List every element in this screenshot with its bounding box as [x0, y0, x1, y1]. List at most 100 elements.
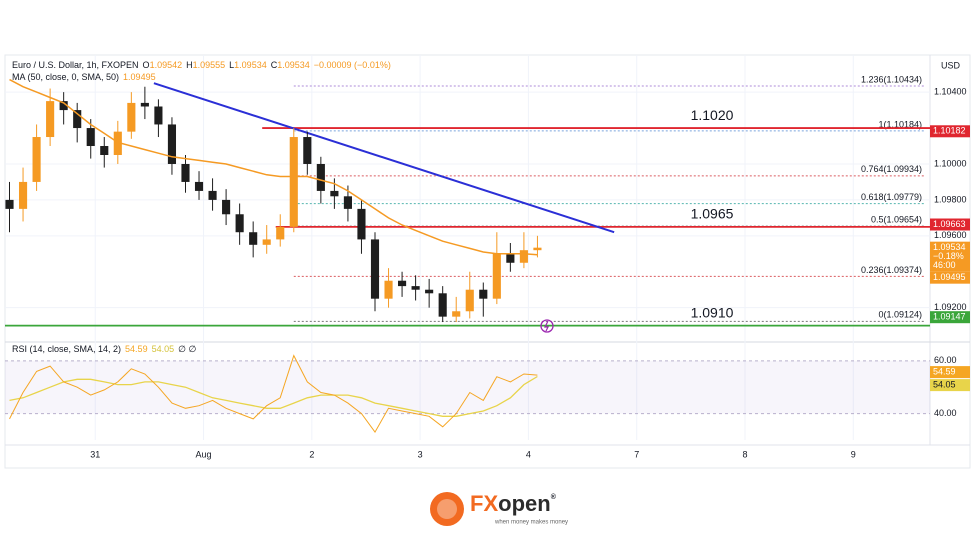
price-tag-box: [930, 125, 970, 138]
candle-body: [343, 196, 352, 209]
ohlc-value: 1.09534: [234, 60, 267, 70]
candle-body: [479, 289, 488, 299]
candle-body: [140, 102, 149, 107]
candle-body: [330, 190, 339, 197]
rsi-tag-box: [930, 366, 970, 379]
y-tick-label: 1.09200: [934, 302, 967, 312]
rsi-tag: 54.59: [933, 366, 956, 376]
candle-body: [235, 214, 244, 233]
y-tick-label: 1.10000: [934, 158, 967, 168]
x-tick-label: 31: [90, 449, 100, 459]
y-tick-label: 1.10400: [934, 87, 967, 97]
logo-emblem: [430, 492, 464, 526]
candle-body: [492, 253, 501, 299]
level-label: 1.0910: [691, 304, 734, 320]
current-price: 1.09534: [933, 242, 966, 252]
price-tag: 1.10182: [933, 126, 966, 136]
fib-label: 0.764(1.09934): [861, 164, 922, 174]
logo-wordmark: FXopen®: [470, 491, 557, 516]
candle-body: [411, 286, 420, 290]
x-tick-label: 3: [418, 449, 423, 459]
candle-body: [127, 102, 136, 132]
alert-icon: [540, 319, 554, 333]
candle-body: [303, 137, 312, 164]
candle-body: [276, 226, 285, 240]
symbol-title: Euro / U.S. Dollar, 1h, FXOPEN: [12, 60, 139, 70]
ohlc-value: 1.09555: [193, 60, 226, 70]
candle-body: [519, 250, 528, 263]
logo-open: open: [498, 491, 551, 516]
header: Euro / U.S. Dollar, 1h, FXOPEN O1.09542 H1…: [12, 60, 391, 70]
ma-line: [9, 78, 538, 256]
rsi-label: RSI (14, close, SMA, 14, 2): [12, 344, 121, 354]
currency: USD: [941, 60, 961, 70]
ma-legend: MA (50, close, 0, SMA, 50) 1.09495: [12, 72, 156, 82]
current-price-extra: −0.18%: [933, 251, 964, 261]
candle-body: [452, 311, 461, 317]
ohlc-value: 1.09542: [150, 60, 183, 70]
current-price-extra: 46:00: [933, 260, 956, 270]
y-tick-label: 1.09800: [934, 194, 967, 204]
candle-body: [425, 289, 434, 294]
candle-body: [86, 128, 95, 147]
rsi-ma-line: [9, 375, 538, 417]
fib-label: 1.236(1.10434): [861, 74, 922, 84]
candle-body: [506, 253, 515, 263]
price-tag-box: [930, 218, 970, 231]
x-tick-label: 7: [634, 449, 639, 459]
candle-body: [533, 247, 542, 251]
plot: 31 Aug 2 3 4 7 8 91.104001.100001.098001.096001…: [5, 55, 970, 459]
level-label: 1.1020: [691, 107, 734, 123]
candle-body: [59, 101, 68, 111]
fib-label: 0(1.09124): [878, 310, 922, 320]
trendline: [153, 82, 615, 234]
change: −0.00009 (−0.01%): [314, 60, 391, 70]
x-tick-label: 9: [851, 449, 856, 459]
current-price-box: [930, 241, 970, 272]
candle-body: [316, 163, 325, 191]
candle-body: [181, 163, 190, 182]
logo-registered: ®: [551, 493, 557, 501]
fib-label: 0.5(1.09654): [871, 214, 922, 224]
candle-body: [100, 146, 109, 155]
logo: FXopen® when money makes money: [430, 491, 568, 526]
candle-body: [46, 101, 55, 138]
logo-tagline: when money makes money: [494, 520, 568, 526]
rsi-line: [9, 354, 538, 434]
candle-body: [222, 199, 231, 215]
y-tick-label: 1.09600: [934, 230, 967, 240]
rsi-tick-label: 60.00: [934, 355, 957, 365]
price-tag: 1.09147: [933, 312, 966, 322]
level-label: 1.0965: [691, 206, 734, 222]
candle-body: [154, 106, 163, 125]
ma-tag-box: [930, 271, 970, 284]
ma-tag: 1.09495: [933, 272, 966, 282]
x-tick-label: 8: [742, 449, 747, 459]
candle-body: [73, 110, 82, 129]
candle-body: [384, 280, 393, 299]
candle-body: [249, 232, 258, 245]
x-tick-label: Aug: [196, 449, 212, 459]
candle-body: [167, 124, 177, 164]
candle-body: [289, 137, 298, 227]
rsi-ma-tag-box: [930, 379, 970, 392]
logo-emblem-inner: [437, 499, 457, 519]
rsi-tick-label: 40.00: [934, 408, 957, 418]
candle-body: [5, 199, 14, 209]
price-tag: 1.09663: [933, 219, 966, 229]
x-tick-label: 2: [309, 449, 314, 459]
candle-body: [465, 289, 474, 312]
x-tick-label: 4: [526, 449, 531, 459]
candle-body: [194, 181, 204, 191]
ma-label: MA (50, close, 0, SMA, 50): [12, 72, 119, 82]
rsi-band: [5, 360, 930, 414]
candle-body: [32, 137, 41, 182]
rsi-ma-value: 54.05: [152, 344, 175, 354]
fib-label: 0.236(1.09374): [861, 265, 922, 275]
rsi-value: 54.59: [125, 344, 148, 354]
rsi-legend: RSI (14, close, SMA, 14, 2) 54.59 54.05 ∅ ∅: [12, 344, 196, 354]
candle-body: [438, 293, 447, 317]
candle-body: [357, 208, 366, 240]
